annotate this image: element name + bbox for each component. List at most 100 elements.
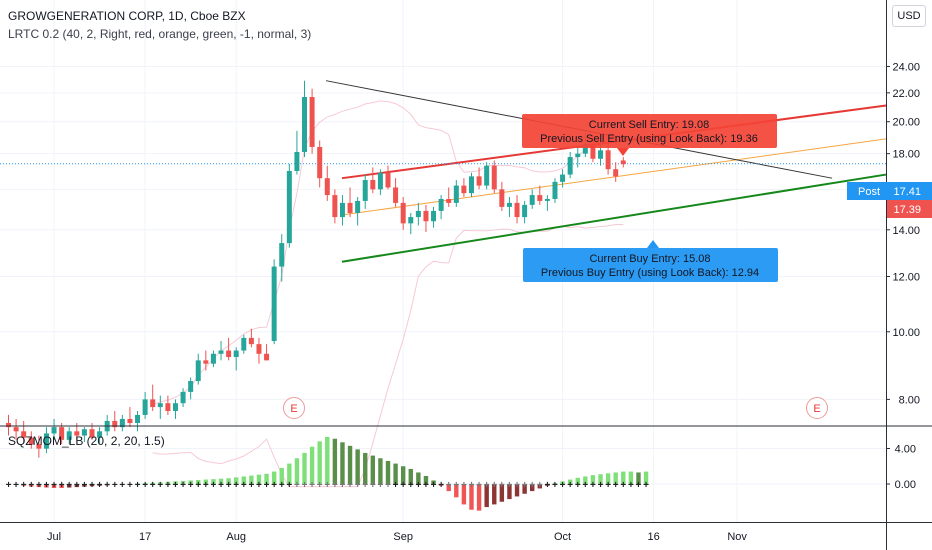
momentum-bar — [203, 479, 209, 484]
momentum-bar — [211, 479, 216, 484]
squeeze-dot: + — [74, 480, 80, 491]
last-price-badge — [887, 200, 932, 218]
y-tick-label: 24.00 — [892, 61, 920, 73]
band-upper — [152, 100, 624, 406]
candle-body — [195, 360, 201, 382]
momentum-bar — [355, 449, 360, 484]
squeeze-dot: + — [491, 480, 497, 491]
momentum-bar — [408, 468, 413, 484]
momentum-bar — [127, 484, 133, 485]
earnings-marker-label: E — [813, 403, 820, 415]
candle-body — [415, 210, 421, 218]
y-tick-label: 14.00 — [892, 225, 920, 237]
candle-body — [484, 165, 490, 186]
momentum-bar — [188, 480, 193, 484]
momentum-bar — [431, 480, 436, 484]
candle-body — [317, 146, 323, 179]
candle-body — [97, 431, 103, 438]
candle-body — [28, 437, 34, 445]
momentum-bar — [438, 484, 444, 486]
candle-body — [21, 431, 27, 438]
sub-indicator-legend[interactable]: SQZMOM_LB (20, 2, 20, 1.5) — [8, 434, 165, 448]
momentum-bar — [605, 473, 611, 484]
candle-body — [537, 195, 543, 201]
candle-body — [309, 97, 315, 147]
squeeze-dot: + — [36, 480, 42, 491]
squeeze-dot: + — [332, 480, 338, 491]
momentum-bar — [385, 460, 391, 484]
squeeze-dot: + — [317, 480, 323, 491]
x-tick-label: Oct — [554, 531, 571, 543]
candle-body — [453, 185, 459, 203]
candle-body — [468, 176, 474, 194]
squeeze-dot: + — [507, 480, 513, 491]
candle-body — [89, 429, 95, 438]
squeeze-dot: + — [431, 480, 437, 491]
squeeze-dot: + — [104, 480, 110, 491]
squeeze-dot: + — [195, 480, 201, 491]
squeeze-dot: + — [453, 480, 459, 491]
squeeze-dot: + — [248, 480, 254, 491]
momentum-bar — [150, 482, 155, 484]
squeeze-dot: + — [400, 480, 406, 491]
candle-body — [264, 353, 270, 361]
momentum-bar — [552, 483, 558, 485]
momentum-bar — [583, 476, 588, 484]
momentum-bar — [400, 466, 406, 484]
momentum-bar — [492, 484, 497, 505]
squeeze-dot: + — [377, 480, 383, 491]
momentum-bar — [142, 483, 148, 485]
candle-body — [431, 210, 437, 222]
candle-body — [157, 403, 163, 408]
squeeze-dot: + — [279, 480, 285, 491]
y-tick-label: 10.00 — [892, 327, 920, 339]
momentum-bar — [218, 478, 224, 484]
squeeze-dot: + — [355, 480, 361, 491]
candle-body — [150, 399, 156, 408]
squeeze-dot: + — [302, 480, 308, 491]
momentum-bar — [598, 474, 603, 484]
currency-button[interactable]: USD — [892, 5, 926, 27]
momentum-bar — [325, 436, 330, 484]
momentum-bar — [82, 484, 87, 487]
candle-body — [135, 414, 141, 424]
earnings-marker-label: E — [290, 403, 297, 415]
momentum-y-tick-label: 0.00 — [895, 479, 916, 491]
momentum-bar — [264, 473, 269, 484]
momentum-bar — [309, 446, 315, 484]
candle-body — [514, 202, 520, 218]
x-tick-label: Nov — [727, 531, 747, 543]
squeeze-dot: + — [264, 480, 270, 491]
indicator-legend[interactable]: LRTC 0.2 (40, 2, Right, red, orange, gre… — [8, 27, 312, 41]
squeeze-dot: + — [537, 480, 543, 491]
candle-body — [499, 189, 505, 207]
x-tick-label: 17 — [139, 531, 151, 543]
candle-body — [286, 170, 292, 244]
buy-channel-line — [341, 173, 887, 263]
mid-channel-line — [341, 138, 887, 216]
squeeze-dot: + — [180, 480, 186, 491]
momentum-bar — [112, 484, 117, 485]
momentum-bar — [461, 484, 467, 505]
squeeze-dot: + — [613, 480, 619, 491]
last-price-value: 17.39 — [893, 204, 921, 216]
squeeze-dot: + — [188, 480, 194, 491]
squeeze-dot: + — [309, 480, 315, 491]
post-price-badge — [847, 182, 932, 200]
candle-body — [279, 243, 285, 267]
y-tick-label: 18.00 — [892, 149, 920, 161]
momentum-bar — [575, 477, 580, 484]
candle-body — [552, 181, 558, 199]
momentum-bar — [89, 484, 95, 487]
symbol-title[interactable]: GROWGENERATION CORP, 1D, Cboe BZX — [8, 9, 246, 23]
squeeze-dot: + — [340, 480, 346, 491]
candle-body — [127, 418, 133, 424]
momentum-bar — [74, 484, 80, 488]
momentum-bar — [249, 475, 254, 484]
annotations: E E Current Sell Entry: 19.08 Previous Sell… — [283, 114, 932, 419]
squeeze-dot: + — [522, 480, 528, 491]
squeeze-dot: + — [173, 480, 179, 491]
candle-body — [362, 180, 368, 201]
